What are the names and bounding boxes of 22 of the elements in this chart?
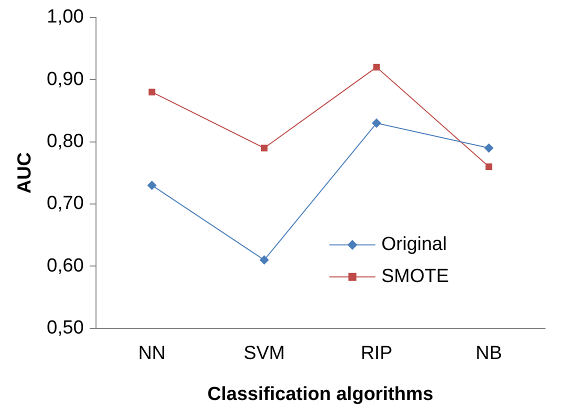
y-tick-label: 0,90	[46, 68, 84, 90]
point	[486, 163, 492, 170]
legend-label: Original	[381, 234, 447, 256]
x-tick-label: NN	[138, 343, 166, 364]
point	[372, 118, 382, 128]
y-tick-label: 0,70	[46, 193, 84, 214]
point	[147, 180, 156, 190]
legend-label: SMOTE	[381, 266, 449, 288]
x-axis-title: Classification algorithms	[207, 384, 434, 405]
point	[484, 144, 494, 153]
x-tick-label: SVM	[244, 343, 285, 364]
x-tick-label: RIP	[360, 343, 392, 364]
y-tick-label: 0,50	[46, 318, 84, 339]
point	[148, 88, 156, 96]
y-tick-label: 0,80	[46, 131, 84, 152]
point	[260, 255, 269, 264]
x-tick-label: NB	[476, 343, 502, 364]
y-tick-label: 0,60	[46, 255, 84, 276]
y-tick-label: 1,00	[46, 6, 84, 28]
y-axis-title: AUC	[14, 152, 36, 194]
point	[373, 64, 380, 70]
point	[260, 144, 268, 152]
